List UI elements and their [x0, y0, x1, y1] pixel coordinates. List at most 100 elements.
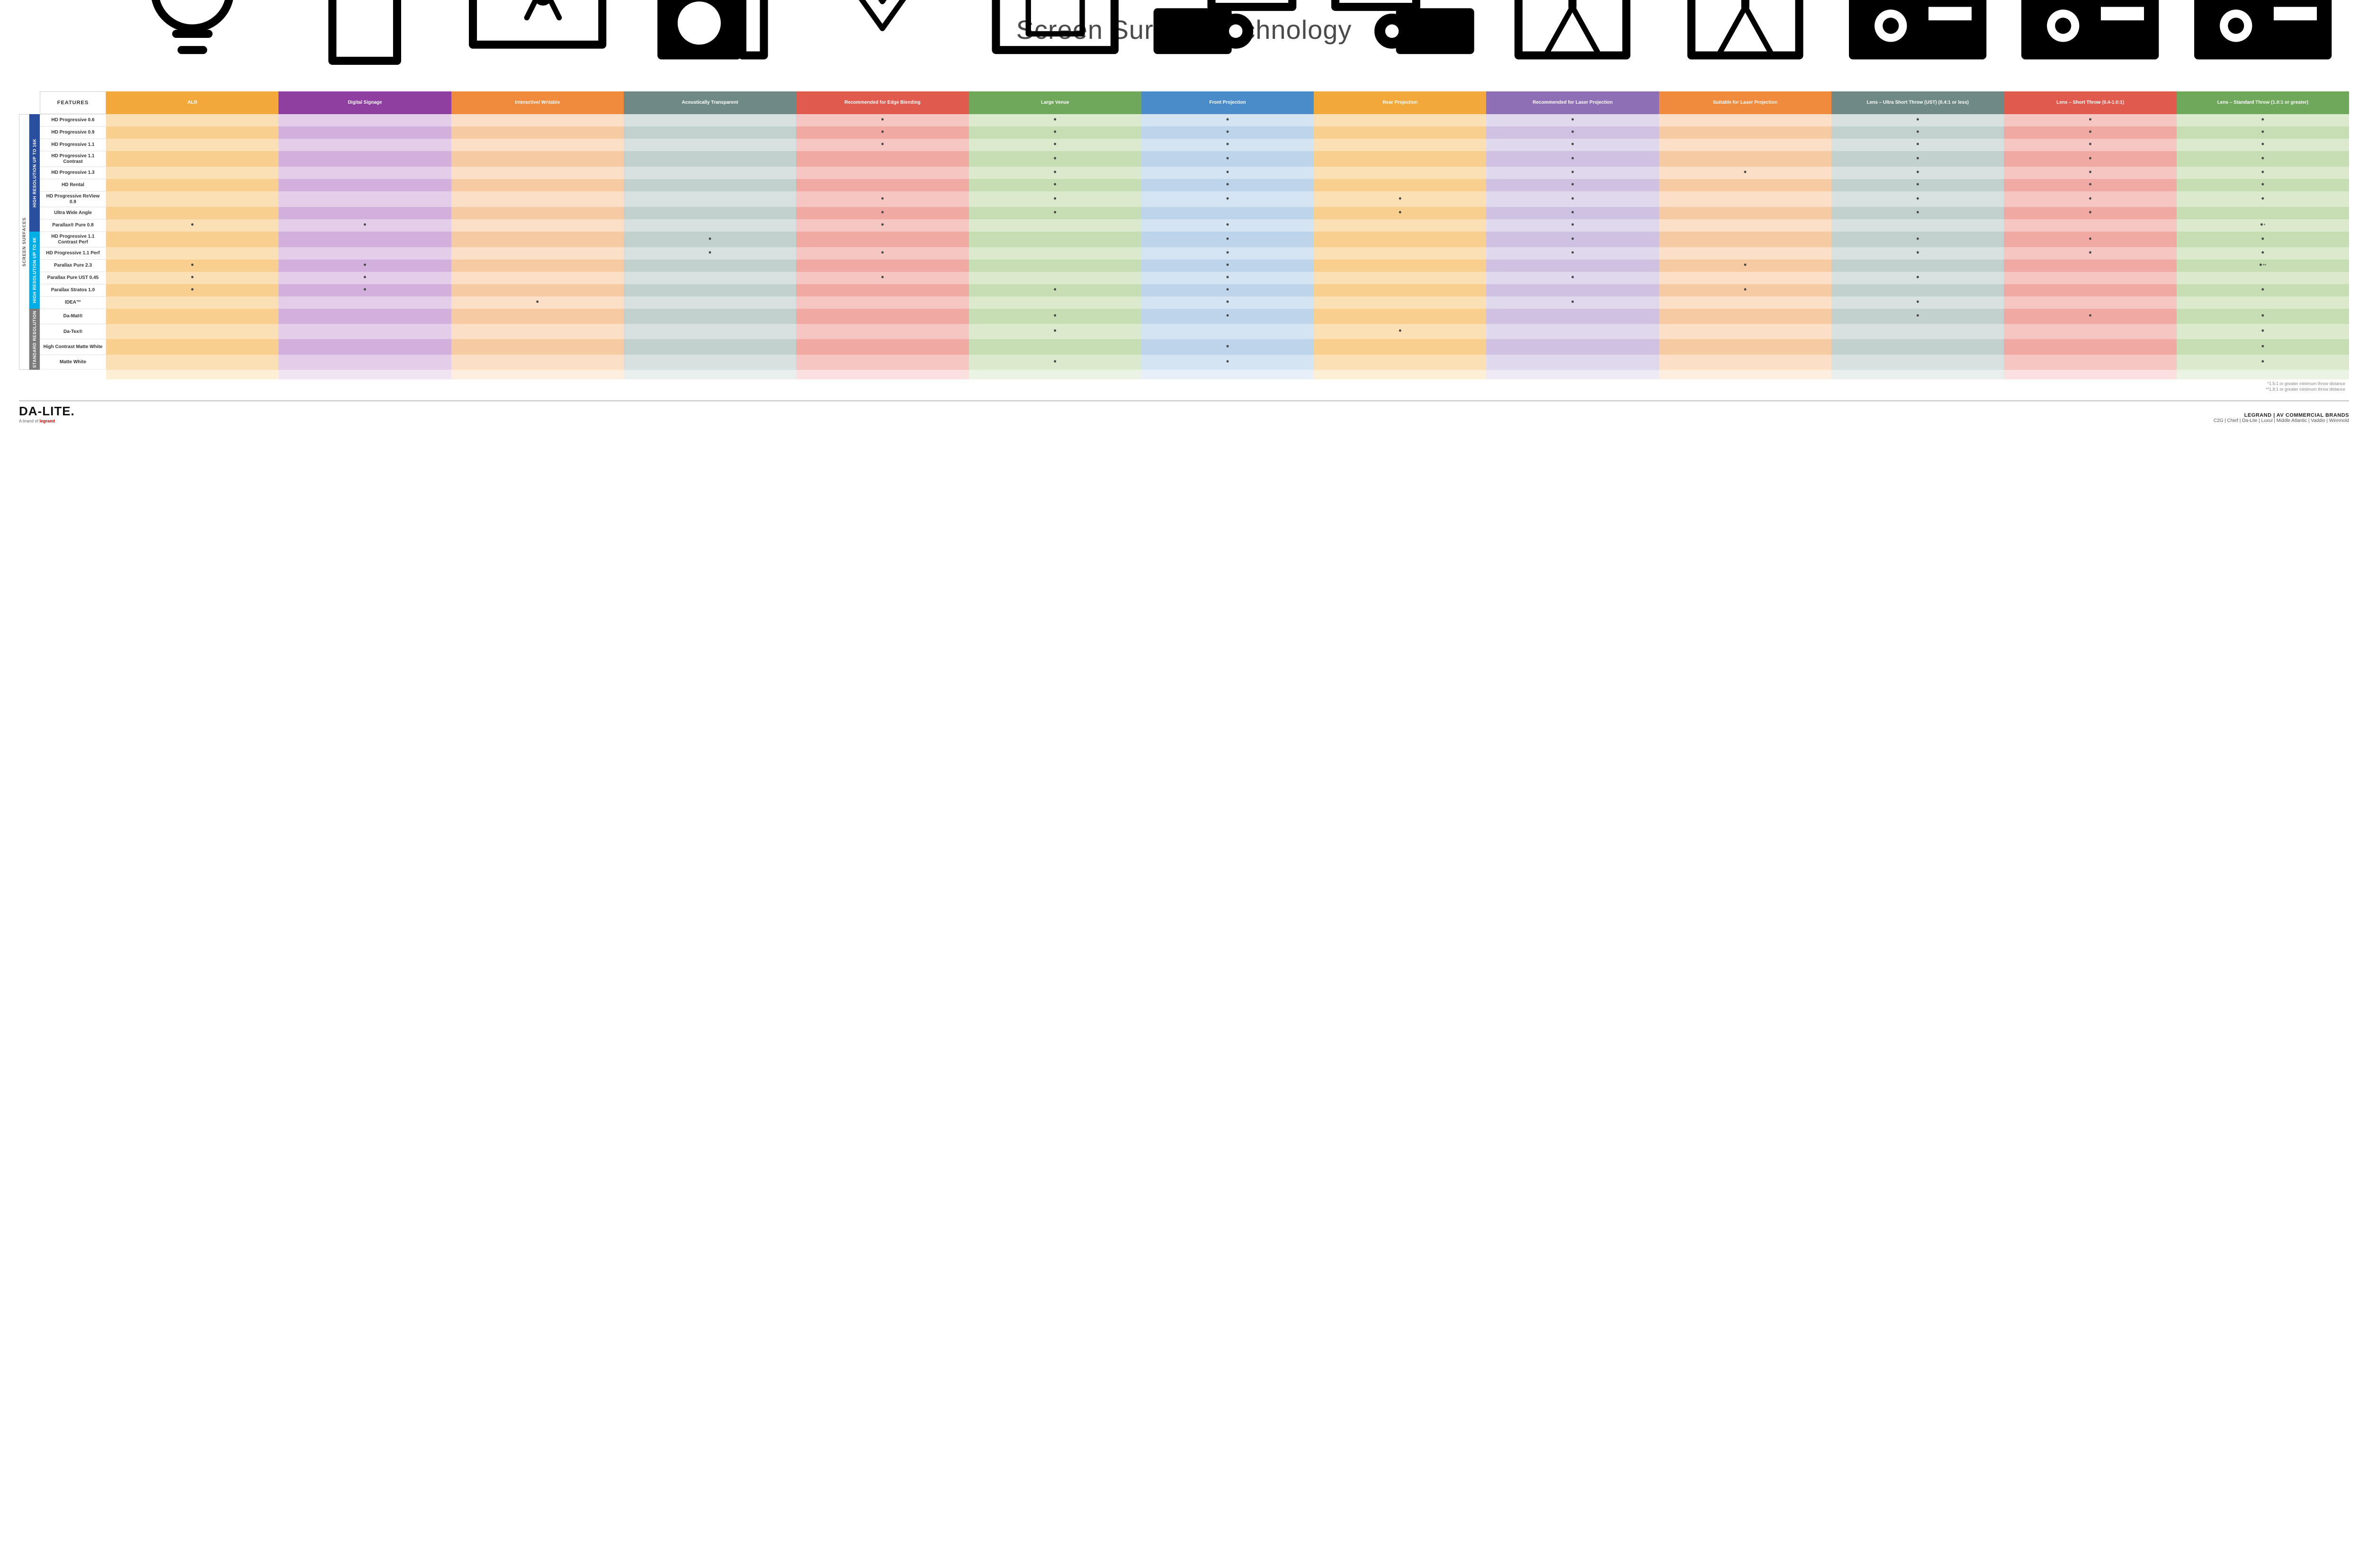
column-icon-front: F — [1141, 58, 1314, 91]
cell: * — [2177, 219, 2349, 232]
spacer-cell — [278, 370, 451, 379]
cell — [278, 247, 451, 260]
cell — [278, 207, 451, 219]
row-label: Ultra Wide Angle — [40, 207, 106, 219]
cell — [1141, 284, 1314, 296]
cell — [796, 207, 969, 219]
row-label: HD Progressive 1.1 Perf — [40, 247, 106, 260]
cell — [106, 207, 278, 219]
cell — [969, 355, 1141, 370]
column-header-std: Lens – Standard Throw (1.0:1 or greater) — [2177, 91, 2349, 114]
cell — [969, 272, 1141, 284]
cell — [624, 232, 796, 247]
cell — [1141, 139, 1314, 151]
cell — [1314, 309, 1486, 324]
cell — [1831, 232, 2004, 247]
cell — [1831, 309, 2004, 324]
cell — [969, 179, 1141, 191]
row-label: HD Progressive 1.3 — [40, 167, 106, 179]
cell — [1486, 296, 1659, 309]
cell — [2177, 139, 2349, 151]
cell — [1314, 296, 1486, 309]
brand-logo: DA-LITE. — [19, 404, 75, 419]
cell — [451, 324, 624, 339]
cell — [451, 114, 624, 126]
cell — [2177, 309, 2349, 324]
cell — [624, 114, 796, 126]
cell — [1486, 284, 1659, 296]
cell — [1314, 179, 1486, 191]
column-icon-suitlaser: ★ — [1659, 58, 1831, 91]
column-icon-venue — [969, 58, 1141, 91]
cell — [1141, 260, 1314, 272]
outer-category: SCREEN SURFACES — [19, 114, 29, 370]
footnotes: *1.5:1 or greater minimum throw distance… — [106, 379, 2349, 392]
cell — [1486, 260, 1659, 272]
cell — [969, 232, 1141, 247]
cell — [1831, 260, 2004, 272]
cell — [451, 179, 624, 191]
cell — [1141, 324, 1314, 339]
column-header-short: Lens – Short Throw (0.4-1.0:1) — [2004, 91, 2176, 114]
cell — [1141, 151, 1314, 167]
cell — [106, 179, 278, 191]
cell — [2004, 232, 2176, 247]
cell — [624, 191, 796, 207]
cell — [2177, 296, 2349, 309]
cell — [278, 355, 451, 370]
row-label: High Contrast Matte White — [40, 339, 106, 354]
cell — [1141, 247, 1314, 260]
cell — [1659, 151, 1831, 167]
spacer-cell — [106, 370, 278, 379]
cell — [451, 284, 624, 296]
cell — [1486, 339, 1659, 354]
cell — [2177, 207, 2349, 219]
cell — [1314, 260, 1486, 272]
column-icon-rear: R — [1314, 58, 1486, 91]
row-label: HD Progressive 0.6 — [40, 114, 106, 126]
cell — [969, 139, 1141, 151]
cell — [796, 260, 969, 272]
cell — [106, 247, 278, 260]
cell — [1831, 355, 2004, 370]
cell — [1141, 167, 1314, 179]
column-header-venue: Large Venue — [969, 91, 1141, 114]
cell — [1314, 339, 1486, 354]
cell — [2004, 207, 2176, 219]
cell — [2177, 126, 2349, 139]
cell — [1314, 151, 1486, 167]
row-label: HD Progressive 1.1 Contrast Perf — [40, 232, 106, 247]
cell — [624, 260, 796, 272]
cell — [1141, 355, 1314, 370]
column-icon-acoustic — [624, 58, 796, 91]
logo-subtitle: A brand of legrand — [19, 419, 75, 423]
cell — [1314, 232, 1486, 247]
cell — [106, 296, 278, 309]
cell — [2177, 339, 2349, 354]
cell — [1486, 179, 1659, 191]
cell — [451, 219, 624, 232]
cell — [796, 126, 969, 139]
cell — [624, 179, 796, 191]
cell — [106, 309, 278, 324]
cell — [1659, 284, 1831, 296]
cell — [796, 284, 969, 296]
cell — [1659, 309, 1831, 324]
spacer-cell — [451, 370, 624, 379]
cell — [278, 114, 451, 126]
cell — [2004, 191, 2176, 207]
cell — [451, 260, 624, 272]
cell — [2177, 179, 2349, 191]
cell — [1831, 296, 2004, 309]
cell — [2004, 114, 2176, 126]
cell — [278, 139, 451, 151]
cell — [624, 339, 796, 354]
cell — [624, 139, 796, 151]
cell — [1831, 219, 2004, 232]
cell — [2004, 309, 2176, 324]
cell — [2004, 324, 2176, 339]
cell — [1831, 114, 2004, 126]
spacer-cell — [1659, 370, 1831, 379]
cell — [796, 232, 969, 247]
cell — [451, 139, 624, 151]
